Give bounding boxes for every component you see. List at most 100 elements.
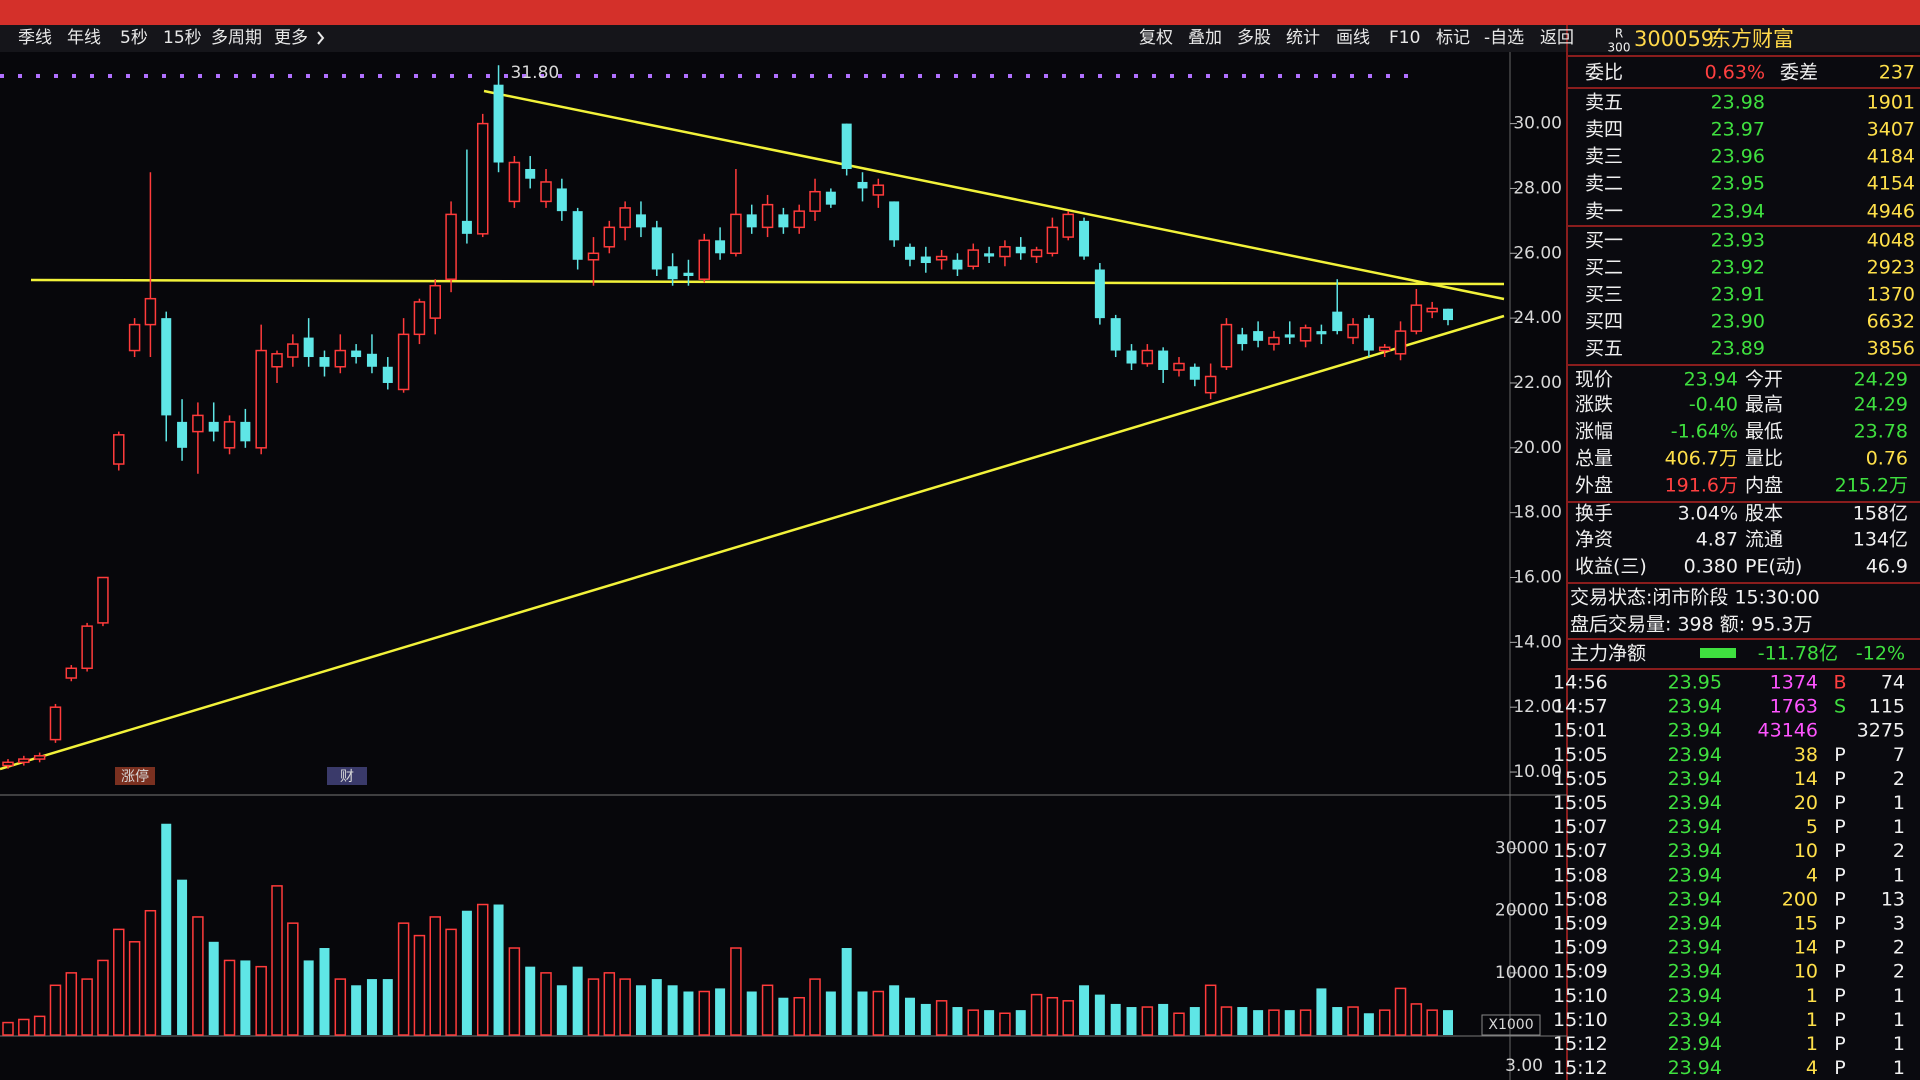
volume-bar (128, 941, 141, 1036)
stat-label: 流通 (1745, 529, 1783, 551)
period-tab[interactable]: 15秒 (163, 28, 202, 48)
book-label: 卖三 (1585, 146, 1623, 168)
stat-label: 收益(三) (1575, 556, 1647, 578)
tool-button[interactable]: 返回 (1540, 28, 1574, 48)
volume-bar (144, 909, 157, 1036)
candle-body (1094, 269, 1105, 319)
candle-body (1204, 375, 1217, 394)
y-tick-label: 24.00 (1513, 308, 1562, 328)
trade-time: 15:07 (1553, 816, 1608, 838)
tool-button[interactable]: 画线 (1336, 28, 1370, 48)
trade-flag: P (1834, 1057, 1845, 1079)
trade-volume: 1 (1806, 1009, 1818, 1031)
period-tab[interactable]: 年线 (67, 28, 101, 48)
volume-bar (413, 934, 426, 1036)
tool-button[interactable]: -自选 (1484, 28, 1524, 48)
volume-bar (461, 910, 472, 1035)
event-marker-bg (327, 767, 367, 785)
volume-bar (18, 1018, 30, 1036)
trade-price: 23.94 (1668, 744, 1722, 766)
trade-price: 23.94 (1668, 792, 1722, 814)
candle-body (1062, 213, 1074, 238)
trade-volume: 1374 (1770, 672, 1818, 694)
trade-count: 1 (1893, 1033, 1905, 1055)
tool-button[interactable]: 复权 (1139, 28, 1173, 48)
volume-bar (1189, 1007, 1200, 1035)
volume-bar (715, 988, 726, 1035)
volume-bar (952, 1007, 963, 1035)
trade-count: 2 (1893, 768, 1905, 790)
event-marker: 涨停 (121, 768, 149, 785)
candle-body (445, 213, 457, 280)
trade-flag: P (1834, 816, 1845, 838)
candle-body (525, 168, 536, 179)
trade-price: 23.94 (1668, 961, 1722, 983)
y-tick-label: 22.00 (1513, 373, 1562, 393)
candle-body (1332, 311, 1343, 332)
y-tick-label: 10000 (1495, 963, 1549, 983)
trade-price: 23.94 (1668, 864, 1722, 886)
candle-body (667, 266, 678, 280)
candle-body (1173, 362, 1185, 371)
volume-bar (667, 985, 678, 1035)
book-label: 卖一 (1585, 201, 1623, 223)
trade-volume: 15 (1794, 913, 1818, 935)
trade-time: 15:12 (1553, 1033, 1608, 1055)
stat-value: 24.29 (1854, 369, 1908, 391)
candle-body (1158, 350, 1169, 371)
tool-button[interactable]: 标记 (1436, 28, 1470, 48)
volume-bar (33, 1015, 46, 1036)
period-tab[interactable]: 季线 (18, 28, 52, 48)
candle-body (319, 357, 330, 367)
tool-button[interactable]: 叠加 (1188, 28, 1222, 48)
stat-value: -0.40 (1689, 394, 1738, 416)
volume-bar (240, 960, 251, 1035)
trade-count: 2 (1893, 961, 1905, 983)
y-tick-label: 28.00 (1513, 178, 1562, 198)
volume-bar (319, 948, 330, 1035)
trade-count: 7 (1893, 744, 1905, 766)
y-tick-label: 20000 (1495, 901, 1549, 921)
trend-line (30, 278, 1505, 286)
order-ratio: 237 (1879, 62, 1915, 84)
candle-body (1253, 331, 1264, 341)
stat-label: 最低 (1745, 421, 1783, 443)
volume-bar (1426, 1009, 1438, 1036)
book-price: 23.91 (1711, 284, 1765, 306)
trade-flag: P (1834, 1033, 1845, 1055)
candle-body (1079, 220, 1090, 257)
candle-body (493, 84, 504, 163)
order-ratio: 委差 (1780, 62, 1818, 84)
candle-body (683, 272, 694, 276)
candle-body (1189, 366, 1200, 380)
period-tab[interactable]: 5秒 (120, 28, 148, 48)
trade-time: 15:10 (1553, 985, 1608, 1007)
candle-body (935, 255, 948, 261)
candle-body (841, 123, 852, 169)
main-force-bar (1700, 648, 1736, 658)
trade-volume: 38 (1794, 744, 1818, 766)
trade-flag: P (1834, 1009, 1845, 1031)
period-tab[interactable]: 更多 (274, 28, 308, 48)
tool-button[interactable]: 多股 (1237, 28, 1271, 48)
volume-bar (1347, 1006, 1359, 1036)
trade-time: 15:09 (1553, 937, 1608, 959)
tool-button[interactable]: 统计 (1286, 28, 1320, 48)
volume-bar (161, 823, 172, 1035)
book-volume: 3407 (1867, 119, 1915, 141)
candle-body (144, 297, 157, 326)
candle-body (97, 576, 109, 624)
trade-volume: 14 (1794, 768, 1818, 790)
trade-time: 15:12 (1553, 1057, 1608, 1079)
order-ratio: 0.63% (1705, 62, 1765, 84)
event-marker: 财 (340, 769, 354, 785)
trade-count: 1 (1893, 985, 1905, 1007)
candle-body (18, 758, 30, 764)
candle-body (1126, 350, 1137, 364)
tool-button[interactable]: F10 (1389, 28, 1420, 48)
volume-bar (1015, 1010, 1026, 1035)
trade-status: 交易状态:闭市阶段 15:30:00 (1570, 587, 1820, 609)
period-tab[interactable]: 多周期 (211, 28, 262, 48)
trade-flag: P (1834, 985, 1845, 1007)
